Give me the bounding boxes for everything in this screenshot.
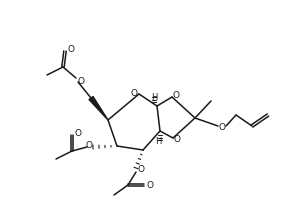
Text: H: H <box>155 136 161 146</box>
Text: O: O <box>173 92 179 100</box>
Text: O: O <box>130 89 138 97</box>
Text: O: O <box>173 135 181 143</box>
Text: H: H <box>151 92 157 102</box>
Text: O: O <box>78 77 85 87</box>
Polygon shape <box>89 97 108 120</box>
Text: O: O <box>147 181 153 189</box>
Text: O: O <box>85 140 93 150</box>
Text: O: O <box>74 128 82 138</box>
Text: O: O <box>138 164 145 174</box>
Text: O: O <box>218 123 226 132</box>
Text: O: O <box>68 44 74 54</box>
